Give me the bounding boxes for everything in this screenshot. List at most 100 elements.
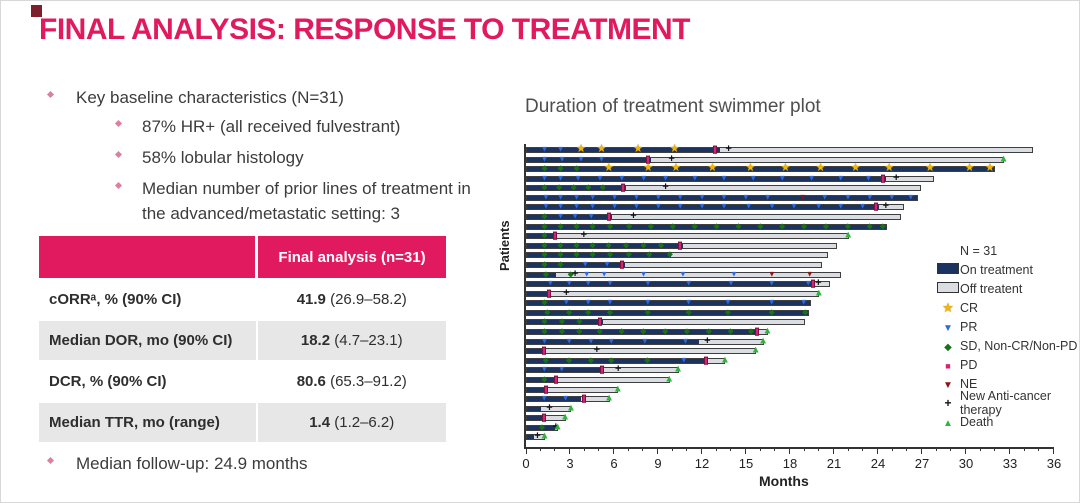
on-treatment-segment — [527, 310, 809, 315]
marker-death: ▲ — [843, 229, 854, 241]
on-treatment-segment — [527, 435, 534, 440]
x-axis-minor-tick — [627, 447, 629, 451]
legend-item: On treatment — [936, 260, 1079, 279]
slide-title: FINAL ANALYSIS: RESPONSE TO TREATMENT — [39, 13, 691, 46]
x-axis-minor-tick — [774, 447, 776, 451]
legend-item-label: SD, Non-CR/Non-PD — [960, 338, 1078, 353]
on-treatment-segment — [527, 176, 887, 181]
marker-ne: ▼ — [767, 269, 776, 279]
x-axis-minor-tick — [539, 447, 541, 451]
x-axis-major-tick — [921, 447, 922, 454]
y-axis-label: Patients — [497, 220, 512, 271]
on-treatment-segment — [527, 416, 544, 421]
x-axis-minor-tick — [715, 447, 717, 451]
legend-item: + New Anti-cancer therapy — [936, 389, 1079, 417]
swimmer-bar: ▼ ▼ ▼ ▼ ▼ ▼ ▼ ▼ ▼ ▼ ▼ ▼ ▼ ▼ ▼ ▼ + — [526, 201, 905, 212]
marker-sd: ◆ — [567, 269, 574, 279]
swimmer-bar: ◆ ◆ ◆ ◆ ◆ ◆ ◆ ◆ ◆ ◆ ◆ ▲ — [526, 326, 772, 336]
table-row-corr: cORRᵃ, % (90% CI) 41.9 (26.9–58.2) — [39, 278, 446, 320]
swimmer-bar: ◆ ◆ ▼ ▼ — [526, 260, 823, 269]
x-axis-major-tick — [833, 447, 834, 454]
swimmer-bar: ▼ ▼ ★ ★ ★ ★ + — [526, 144, 1034, 155]
legend-item: ▼ PR — [936, 317, 1079, 336]
on-treatment-segment — [527, 243, 683, 248]
x-axis-minor-tick — [979, 447, 981, 451]
legend-item-label: Off treatent — [960, 281, 1023, 296]
on-treatment-segment — [527, 253, 672, 258]
table-row-dor: Median DOR, mo (90% CI) 18.2 (4.7–23.1) — [39, 319, 446, 361]
legend-n-label: N = 31 — [960, 243, 998, 258]
marker-pd — [703, 356, 708, 365]
table-header-row: Final analysis (n=31) — [39, 236, 446, 279]
bullet-text: Key baseline characteristics (N=31) — [76, 88, 344, 107]
marker-nt: + — [893, 171, 900, 184]
swimmer-bar: ◆ ◆ ◆ — [526, 318, 805, 327]
on-treatment-segment — [527, 320, 603, 325]
x-axis-minor-tick — [818, 447, 820, 451]
x-axis-major-tick — [877, 447, 878, 454]
x-axis-minor-tick — [862, 447, 864, 451]
on-treatment-segment — [527, 186, 627, 191]
marker-nt: + — [614, 363, 622, 376]
x-axis-major-tick — [1053, 447, 1054, 454]
swimmer-bar: ◆ ◆ + ▼ ▼ ▼ ▼ ▼ ▼ ▼ — [526, 267, 842, 280]
bullet-icon — [46, 90, 55, 99]
x-axis-tick-label: 12 — [694, 456, 710, 471]
marker-nt: + — [563, 286, 570, 299]
legend-n-row: N = 31 — [936, 241, 1079, 260]
row-value-main: 41.9 — [296, 291, 326, 308]
x-axis-tick-label: 24 — [870, 456, 886, 471]
x-axis-minor-tick — [1023, 447, 1025, 451]
swimmer-bar: ◆ ◆ ◆ ◆ ◆ ◆ ◆ ◆ — [526, 241, 837, 250]
on-treatment-segment — [527, 368, 601, 373]
bullet-icon — [46, 456, 55, 465]
bullet-key-baseline: Key baseline characteristics (N=31) — [46, 85, 488, 110]
row-label: cORRᵃ, % (90% CI) — [39, 278, 258, 320]
swimmer-bar: + ▲ — [526, 286, 824, 299]
x-axis-major-tick — [569, 447, 570, 454]
x-axis-minor-tick — [583, 447, 585, 451]
on-treatment-segment — [527, 224, 886, 229]
on-treatment-segment — [527, 157, 652, 162]
marker-pr: ▼ — [639, 269, 648, 279]
bullet-text: 58% lobular histology — [142, 148, 304, 167]
row-value: 1.4 (1.2–6.2) — [256, 401, 446, 442]
swimmer-bar: ▼ ▼ + ▲ — [526, 363, 683, 376]
bullet-icon — [114, 119, 123, 128]
x-axis-major-tick — [613, 447, 614, 454]
swimmer-bar: + ▲ — [526, 402, 576, 413]
marker-death: ▲ — [560, 411, 571, 423]
marker-death: ▲ — [750, 344, 761, 356]
marker-nt: + — [571, 267, 579, 280]
x-axis-minor-tick — [759, 447, 761, 451]
marker-death: ▲ — [664, 373, 675, 385]
square-magenta-icon: ■ — [945, 360, 951, 371]
x-axis-minor-tick — [554, 447, 556, 451]
star-gold-icon: ★ — [942, 299, 954, 315]
on-treatment-segment — [527, 167, 995, 172]
sub-bullet-lobular: 58% lobular histology — [114, 145, 496, 170]
on-treatment-segment — [527, 282, 813, 287]
x-axis-minor-tick — [803, 447, 805, 451]
marker-pr: ▼ — [582, 269, 591, 279]
marker-pr: ▼ — [678, 269, 687, 279]
swimmer-bar: ◆ ◆ ◆ ◆ ◆ ◆ ◆ ◆ ◆ ◆ ◆ ◆ ◆ ◆ ◆ ◆ ◆ ◆ — [526, 222, 887, 230]
x-axis-minor-tick — [847, 447, 849, 451]
x-axis-minor-tick — [1038, 447, 1040, 451]
marker-pd — [582, 394, 587, 403]
swimmer-bar: ◆ ◆ ◆ ◆ ◆ ◆ ◆ ◆ ◆ — [526, 308, 810, 316]
row-value-ci: (26.9–58.2) — [325, 291, 407, 308]
on-treatment-segment — [527, 349, 545, 354]
x-axis-minor-tick — [935, 447, 937, 451]
x-axis-minor-tick — [950, 447, 952, 451]
x-axis-tick-label: 0 — [522, 456, 530, 471]
marker-nt: + — [662, 181, 669, 194]
row-value-ci: (65.3–91.2) — [325, 373, 407, 390]
bullet-text: 87% HR+ (all received fulvestrant) — [142, 117, 401, 136]
x-axis-major-tick — [701, 447, 702, 454]
on-treatment-segment — [527, 397, 582, 402]
x-axis-major-tick — [526, 447, 527, 454]
tri-down-blue-icon: ▼ — [943, 322, 953, 334]
table-header-cell: Final analysis (n=31) — [256, 236, 446, 279]
on-treatment-segment — [527, 330, 759, 335]
